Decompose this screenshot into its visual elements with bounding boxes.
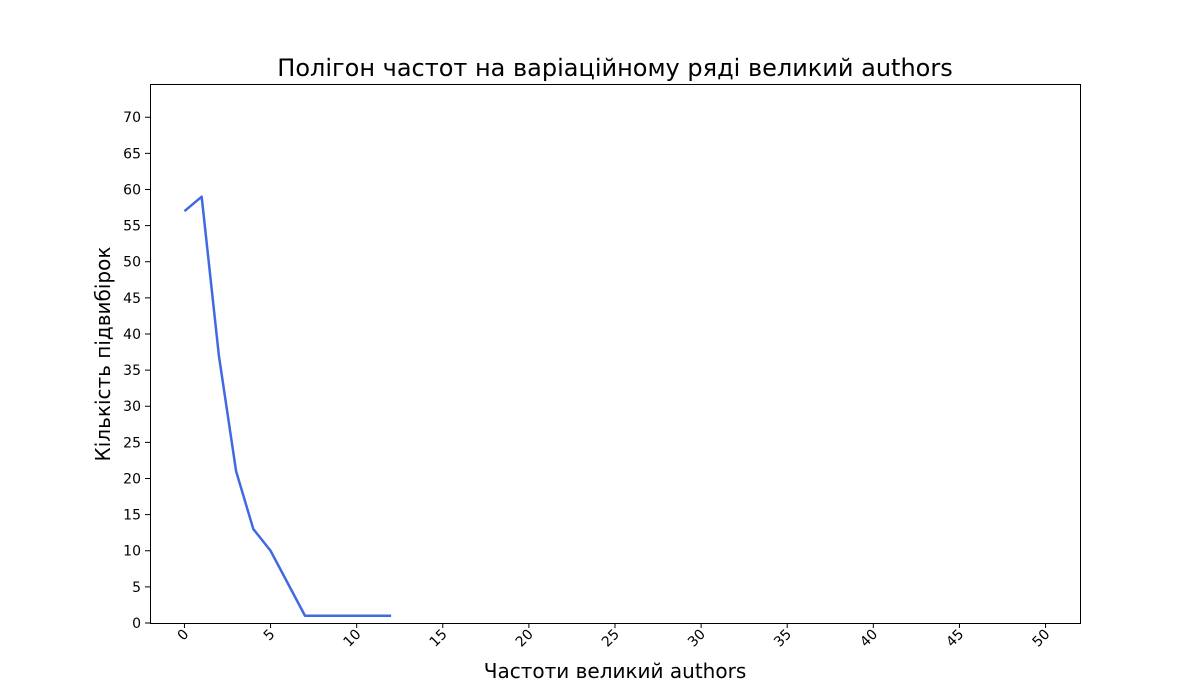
x-tick-label: 40: [857, 627, 881, 651]
y-tick-label: 50: [123, 255, 141, 271]
y-tick-label: 20: [123, 471, 141, 487]
y-tick-label: 35: [123, 363, 141, 379]
y-tick-label: 15: [123, 508, 141, 524]
y-tick-label: 10: [123, 544, 141, 560]
x-axis: 0 5 10 15 20 25 30 35 40 45 50: [175, 623, 1053, 651]
y-axis: 0 5 10 15 20 25 30 35 40 45 50 55 60 65 70: [123, 110, 150, 632]
y-tick-label: 60: [123, 182, 141, 198]
x-tick-label: 35: [771, 627, 795, 651]
x-tick-label: 20: [513, 627, 537, 651]
x-tick-label: 45: [943, 627, 967, 651]
x-axis-label: Частоти великий authors: [484, 659, 747, 683]
x-tick-label: 10: [341, 627, 365, 651]
y-tick-label: 55: [123, 219, 141, 235]
y-tick-label: 45: [123, 291, 141, 307]
series-group: [183, 195, 392, 618]
x-tick-label: 25: [599, 627, 623, 651]
y-tick-label: 5: [132, 580, 141, 596]
series-line: [183, 195, 392, 618]
y-tick-label: 65: [123, 146, 141, 162]
y-axis-label: Кількість підвибірок: [91, 247, 115, 462]
plot-frame: [150, 84, 1081, 624]
x-tick-label: 5: [261, 627, 279, 645]
y-tick-label: 30: [123, 399, 141, 415]
y-tick-label: 70: [123, 110, 141, 126]
y-tick-label: 25: [123, 435, 141, 451]
x-tick-label: 50: [1029, 627, 1053, 651]
chart-title: Полігон частот на варіаційному ряді вели…: [277, 54, 952, 82]
x-tick-label: 0: [175, 627, 193, 645]
x-tick-label: 30: [685, 627, 709, 651]
y-tick-label: 40: [123, 327, 141, 343]
x-tick-label: 15: [427, 627, 451, 651]
y-tick-label: 0: [132, 616, 141, 632]
